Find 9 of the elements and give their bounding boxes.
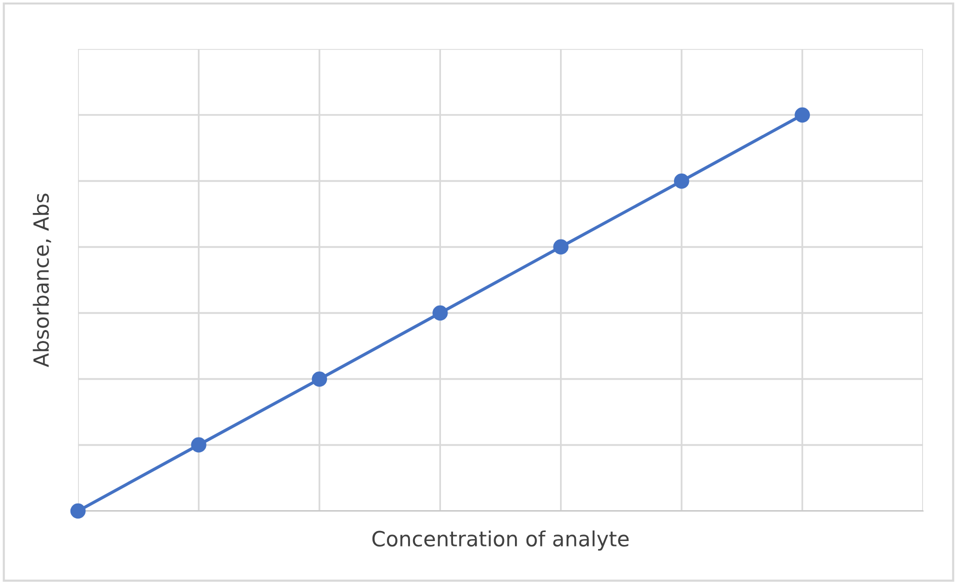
point	[191, 437, 206, 453]
x-axis-title: Concentration of analyte	[372, 530, 629, 551]
point	[674, 173, 690, 189]
point	[553, 239, 569, 254]
point	[794, 107, 810, 123]
point	[70, 503, 86, 519]
point	[432, 305, 448, 321]
y-axis-title: Absorbance, Abs	[32, 194, 52, 368]
point	[312, 371, 328, 387]
